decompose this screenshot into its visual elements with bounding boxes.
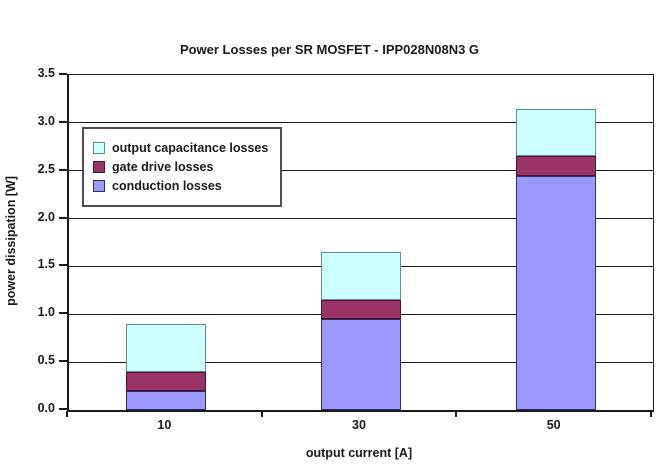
y-tick-label: 0.5 — [37, 353, 55, 368]
y-axis-tick — [59, 216, 67, 219]
x-tick-label: 30 — [352, 418, 366, 432]
bar-stack-30 — [321, 252, 401, 410]
y-axis-tick — [59, 73, 67, 75]
bar-segment — [515, 156, 596, 176]
legend-item-conduction-losses: conduction losses — [93, 179, 268, 193]
y-axis-tick — [59, 264, 67, 267]
y-axis-tick — [59, 120, 67, 123]
bar-segment — [321, 252, 401, 300]
y-tick-label: 1.0 — [37, 305, 55, 320]
legend-item-output-capacitance-losses: output capacitance losses — [93, 141, 268, 155]
bar-segment — [321, 299, 401, 320]
x-axis-title: output current [A] — [305, 446, 413, 460]
legend: output capacitance losses gate drive los… — [82, 127, 283, 207]
y-tick-label: 3.5 — [37, 66, 55, 80]
x-axis-tick — [455, 411, 458, 417]
y-axis-tick — [59, 360, 67, 363]
bar-segment — [126, 371, 207, 391]
bar-segment — [515, 108, 596, 157]
bar-stack-10 — [126, 323, 207, 410]
legend-swatch-conduction — [93, 180, 105, 192]
x-tick-label: 10 — [157, 418, 172, 432]
legend-swatch-gate-drive — [93, 161, 105, 173]
legend-label: conduction losses — [112, 179, 222, 193]
bar-segment — [321, 319, 401, 410]
gridline — [69, 218, 653, 220]
y-tick-label: 2.0 — [37, 209, 55, 224]
gridline — [69, 122, 653, 124]
y-tick-label: 0.0 — [37, 401, 55, 415]
legend-label: output capacitance losses — [112, 141, 269, 155]
x-axis-tick — [650, 411, 652, 417]
chart-title-line1: Power Losses per SR MOSFET - IPP028N08N3… — [179, 42, 480, 57]
x-axis-tick — [260, 411, 263, 417]
y-axis-tick — [59, 408, 67, 410]
y-tick-label: 2.5 — [37, 161, 55, 176]
y-axis-title: power dissipation [W] — [4, 176, 18, 306]
legend-item-gate-drive-losses: gate drive losses — [93, 160, 268, 174]
y-axis-tick — [59, 168, 67, 171]
bar-stack-50 — [515, 108, 596, 410]
bar-segment — [126, 323, 207, 372]
bar-segment — [126, 390, 207, 410]
plot-area — [67, 74, 654, 412]
bar-segment — [515, 175, 596, 410]
x-tick-label: 50 — [546, 418, 561, 432]
y-axis-tick — [59, 312, 67, 315]
gridline — [69, 170, 653, 172]
y-tick-label: 1.5 — [37, 257, 55, 272]
legend-label: gate drive losses — [112, 160, 214, 174]
x-axis-tick — [66, 411, 68, 417]
y-tick-label: 3.0 — [37, 113, 55, 128]
legend-swatch-output-capacitance — [93, 142, 105, 154]
